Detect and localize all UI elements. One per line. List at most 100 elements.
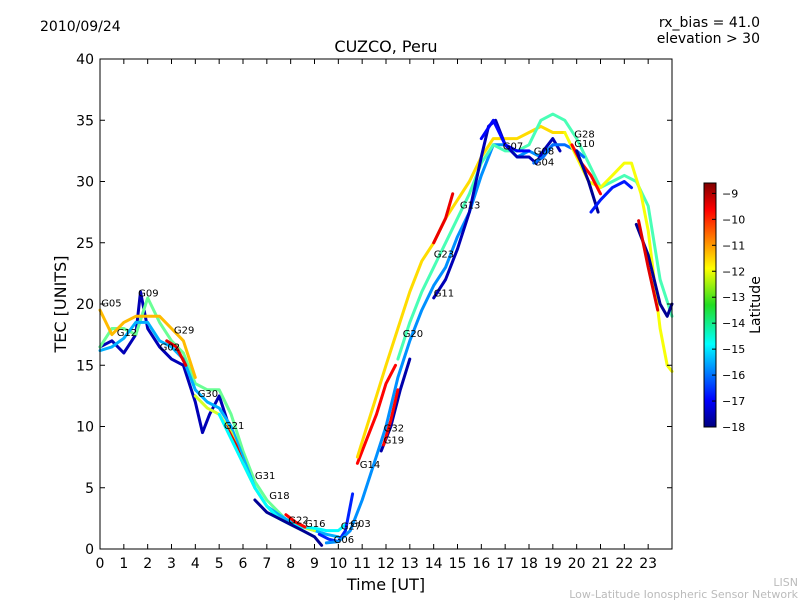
y-tick-label: 10 — [76, 420, 94, 436]
colorbar-tick-label: −11 — [722, 239, 745, 252]
y-tick-label: 15 — [76, 358, 94, 374]
y-tick-label: 5 — [85, 481, 94, 497]
colorbar-ticks: −9 −10 −11 −12 −13 −14 −15 −16 −17 −18 — [712, 187, 745, 434]
satellite-label: G18 — [269, 491, 289, 502]
satellite-label: G23 — [434, 249, 454, 260]
colorbar-label: Latitude — [748, 276, 764, 334]
tec-trace-2 — [98, 296, 316, 539]
satellite-label: G14 — [360, 460, 380, 471]
x-axis-label: Time [UT] — [346, 575, 425, 594]
x-tick-label: 13 — [401, 556, 419, 572]
y-tick-label: 35 — [76, 113, 94, 129]
satellite-label: G12 — [117, 328, 137, 339]
satellite-label: G22 — [288, 515, 308, 526]
colorbar-tick-label: −14 — [722, 317, 745, 330]
colorbar — [703, 182, 717, 428]
satellite-label: G03 — [350, 519, 370, 530]
satellite-label: G05 — [101, 298, 121, 309]
x-tick-label: 23 — [639, 556, 657, 572]
tec-trace-25 — [589, 180, 633, 214]
tec-trace-17 — [396, 112, 674, 361]
tec-trace-27 — [637, 219, 660, 312]
x-tick-label: 7 — [262, 556, 271, 572]
tec-trace-4 — [98, 320, 340, 539]
colorbar-tick-label: −13 — [722, 291, 745, 304]
satellite-label: G20 — [403, 329, 423, 340]
satellite-label: G10 — [574, 139, 594, 150]
y-axis-ticks: 0 5 10 15 20 25 30 35 40 — [76, 52, 672, 558]
tec-trace-12 — [324, 143, 555, 545]
x-tick-label: 14 — [425, 556, 443, 572]
tec-trace-9 — [253, 498, 324, 547]
colorbar-tick-label: −18 — [722, 421, 745, 434]
x-tick-label: 10 — [329, 556, 347, 572]
x-tick-label: 5 — [215, 556, 224, 572]
satellite-label: G08 — [534, 147, 554, 158]
y-tick-label: 20 — [76, 297, 94, 313]
satellite-label: G21 — [224, 421, 244, 432]
x-tick-label: 17 — [496, 556, 514, 572]
satellite-label: G11 — [434, 289, 454, 300]
tec-trace-13 — [355, 363, 397, 465]
date-label: 2010/09/24 — [40, 19, 121, 35]
colorbar-tick-label: −17 — [722, 395, 745, 408]
satellite-label: G32 — [384, 423, 404, 434]
x-tick-label: 1 — [119, 556, 128, 572]
colorbar-tick-label: −9 — [722, 187, 738, 200]
x-tick-label: 3 — [167, 556, 176, 572]
x-tick-label: 8 — [286, 556, 295, 572]
satellite-label: G16 — [305, 519, 325, 530]
satellite-label: G28 — [574, 129, 594, 140]
y-tick-label: 40 — [76, 52, 94, 68]
colorbar-tick-label: −16 — [722, 369, 745, 382]
satellite-label: G04 — [534, 158, 554, 169]
tec-trace-1 — [98, 290, 233, 435]
tec-trace-24 — [575, 149, 600, 214]
colorbar-tick-label: −10 — [722, 213, 745, 226]
tec-trace-16 — [382, 388, 400, 447]
satellite-label: G07 — [503, 142, 523, 153]
colorbar-tick-label: −15 — [722, 343, 745, 356]
x-tick-label: 15 — [449, 556, 467, 572]
y-tick-label: 30 — [76, 175, 94, 191]
elevation-label: elevation > 30 — [657, 31, 760, 47]
tec-trace-3 — [98, 308, 197, 379]
satellite-label: G19 — [384, 436, 404, 447]
x-tick-label: 2 — [143, 556, 152, 572]
x-tick-label: 20 — [568, 556, 586, 572]
satellite-label: G06 — [334, 535, 354, 546]
plot-area — [98, 112, 674, 547]
y-axis-label: TEC [UNITS] — [51, 256, 70, 354]
tec-trace-20 — [479, 118, 531, 153]
x-tick-label: 12 — [377, 556, 395, 572]
footer-lisn: LISN — [773, 576, 798, 589]
chart-title: CUZCO, Peru — [334, 37, 437, 56]
tec-trace-5 — [165, 339, 188, 367]
tec-trace-14 — [355, 124, 567, 459]
satellite-label: G02 — [160, 343, 180, 354]
x-tick-label: 4 — [191, 556, 200, 572]
satellite-label: G31 — [255, 471, 275, 482]
y-tick-label: 25 — [76, 236, 94, 252]
x-tick-label: 16 — [472, 556, 490, 572]
rx-bias-label: rx_bias = 41.0 — [659, 15, 760, 31]
satellite-label: G09 — [138, 289, 158, 300]
x-tick-label: 22 — [615, 556, 633, 572]
tec-trace-10 — [284, 513, 307, 529]
footer-network: Low-Latitude Ionospheric Sensor Network — [569, 588, 798, 600]
x-tick-label: 19 — [544, 556, 562, 572]
x-tick-label: 11 — [353, 556, 371, 572]
satellite-label: G27 — [341, 521, 361, 532]
x-tick-label: 6 — [239, 556, 248, 572]
satellite-label: G30 — [198, 389, 218, 400]
satellite-label: G13 — [460, 200, 480, 211]
colorbar-tick-label: −12 — [722, 265, 745, 278]
x-tick-label: 18 — [520, 556, 538, 572]
x-axis-ticks: 0 1 2 3 4 5 6 7 8 9 10 11 12 13 14 15 16 17 18 19 20 21 22 23 — [96, 59, 657, 572]
y-tick-label: 0 — [85, 542, 94, 558]
x-tick-label: 0 — [96, 556, 105, 572]
x-tick-label: 9 — [310, 556, 319, 572]
x-tick-label: 21 — [592, 556, 610, 572]
